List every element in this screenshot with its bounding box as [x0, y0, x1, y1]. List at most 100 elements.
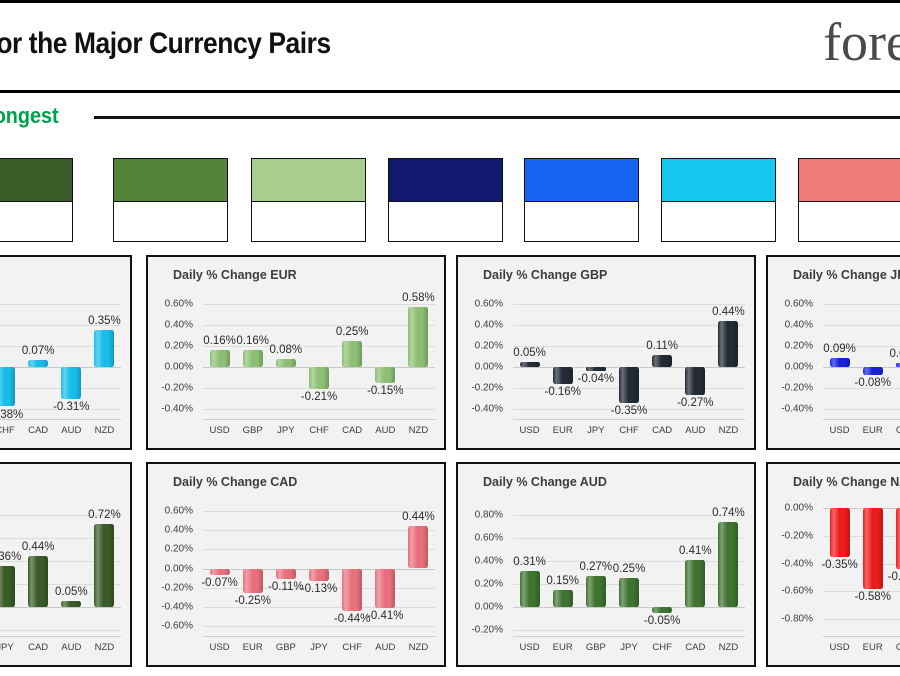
- bar-value-label: 0.27%: [579, 561, 613, 573]
- x-axis-tick-label: CAD: [28, 425, 49, 436]
- chart-gridline: [823, 563, 900, 565]
- chart-gridline: [203, 325, 435, 327]
- y-axis-tick-label: 0.40%: [474, 319, 503, 331]
- chart-bar: [375, 568, 396, 609]
- bar-value-label: 0.44%: [402, 511, 435, 524]
- chart-plot-area: 0.60% 0.40% 0.20% 0.00% -0.20% -0.40% -0.60% -0…: [151, 493, 437, 658]
- chart-bar: [275, 568, 296, 580]
- bar-value-label: 0.36%: [0, 550, 22, 563]
- y-axis-tick-label: 0.40%: [474, 555, 503, 567]
- chart-panel-jpy[interactable]: Daily % Change JPY 0.60% 0.40% 0.20% 0.00% -0…: [766, 255, 900, 450]
- chart-plot-area: 0.80% 0.60% 0.40% 0.20% 0.00% -0.20% 0.31% USD 0…: [461, 493, 747, 658]
- y-axis-tick-label: 0.00%: [474, 361, 503, 373]
- chart-gridline: [513, 408, 745, 410]
- x-axis-tick-label: AUD: [685, 425, 706, 436]
- chart-gridline: [513, 325, 745, 327]
- chart-gridline: [0, 561, 121, 562]
- x-axis-line: [823, 419, 900, 420]
- x-axis-tick-label: USD: [829, 425, 850, 436]
- x-axis-tick-label: JPY: [0, 642, 14, 653]
- chart-panel-gbp[interactable]: Daily % Change GBP 0.60% 0.40% 0.20% 0.00% -0…: [456, 255, 756, 450]
- chart-gridline: [0, 537, 121, 539]
- chart-bar: [862, 366, 883, 376]
- chart-panel-eur[interactable]: Daily % Change EUR 0.60% 0.40% 0.20% 0.00% -0…: [146, 255, 446, 450]
- currency-card-chf[interactable]: [0, 158, 73, 242]
- chart-gridline: [203, 626, 435, 628]
- x-axis-tick-label: JPY: [620, 642, 638, 653]
- chart-gridline: [513, 537, 745, 539]
- bar-value-label: -0.58%: [854, 590, 891, 603]
- x-axis-tick-label: NZD: [718, 425, 739, 436]
- chart-bar: [242, 568, 263, 593]
- chart-panel-body: Daily % Change AUD 0.80% 0.60% 0.40% 0.20% 0.…: [461, 467, 751, 662]
- chart-panel-cad[interactable]: Daily % Change CAD 0.60% 0.40% 0.20% 0.00% -0…: [146, 462, 446, 667]
- brand-logo: fore: [823, 12, 900, 72]
- y-axis-tick-label: 0.20%: [474, 578, 503, 590]
- y-axis-tick-label: -0.60%: [161, 620, 193, 632]
- y-axis-tick-label: 0.20%: [164, 543, 193, 555]
- x-axis-line: [203, 419, 435, 420]
- y-axis-tick-label: 0.00%: [164, 563, 193, 574]
- bar-value-label: 0.25%: [612, 563, 646, 576]
- currency-card-cad[interactable]: [798, 158, 900, 242]
- chart-title: Daily % Change GBP: [483, 268, 608, 282]
- chart-plot-area: 0.60%0.40%0.20%0.00%-0.20%-0.40%-0.16%EU…: [0, 286, 123, 441]
- y-axis-tick-label: -0.80%: [781, 613, 813, 625]
- bar-value-label: -0.13%: [300, 583, 338, 596]
- y-axis-tick-label: 0.20%: [474, 340, 503, 352]
- x-axis-tick-label: EUR: [862, 425, 883, 436]
- y-axis-tick-label: 0.20%: [784, 340, 813, 352]
- bar-value-label: 0.25%: [335, 325, 369, 338]
- chart-gridline: [0, 346, 121, 348]
- chart-gridline: [203, 510, 435, 512]
- chart-bar: [685, 559, 706, 608]
- chart-gridline: [513, 514, 745, 516]
- chart-bar: [0, 366, 15, 407]
- chart-panel-chf[interactable]: Daily % Change CHF0.80%0.60%0.40%0.20%0.…: [0, 462, 132, 667]
- currency-change-value: [120, 202, 222, 241]
- bar-value-label: -0.38%: [0, 408, 24, 421]
- currency-card-aud[interactable]: [113, 158, 228, 242]
- chart-gridline: [823, 346, 900, 348]
- chart-bar: [829, 507, 850, 557]
- bar-value-label: -0.08%: [854, 377, 891, 390]
- chart-panel-aud[interactable]: Daily % Change AUD 0.80% 0.60% 0.40% 0.20% 0.…: [456, 462, 756, 667]
- x-axis-tick-label: USD: [209, 642, 230, 653]
- y-axis-tick-label: 0.60%: [784, 298, 813, 310]
- chart-gridline: [0, 408, 121, 410]
- chart-panel-usd[interactable]: Daily % Change USD0.60%0.40%0.20%0.00%-0…: [0, 255, 132, 450]
- chart-gridline: [823, 408, 900, 410]
- chart-bar: [61, 601, 82, 608]
- currency-card-header: [389, 159, 502, 202]
- chart-bar: [895, 507, 900, 570]
- y-axis-tick-label: 0.00%: [784, 502, 813, 514]
- chart-panel-body: Daily % Change JPY 0.60% 0.40% 0.20% 0.00% -0…: [771, 260, 900, 445]
- currency-card-gbp[interactable]: [388, 158, 503, 242]
- y-axis-tick-label: -0.20%: [471, 624, 503, 636]
- currency-change-value: [668, 202, 770, 241]
- x-axis-tick-label: GBP: [242, 425, 263, 436]
- chart-gridline: [513, 346, 745, 348]
- bar-value-label: 0.16%: [236, 335, 270, 348]
- chart-bar: [619, 578, 639, 608]
- chart-bar: [519, 571, 540, 608]
- chart-gridline: [0, 325, 121, 327]
- chart-panel-body: Daily % Change GBP 0.60% 0.40% 0.20% 0.00% -0…: [461, 260, 751, 445]
- bar-value-label: -0.35%: [821, 558, 858, 571]
- chart-gridline: [0, 304, 121, 306]
- bar-value-label: 0.44%: [712, 306, 745, 319]
- currency-card-eur[interactable]: [251, 158, 366, 242]
- currency-card-jpy[interactable]: [524, 158, 639, 242]
- y-axis-tick-label: 0.60%: [474, 532, 503, 544]
- bar-value-label: 0.16%: [203, 335, 236, 348]
- x-axis-tick-label: EUR: [242, 642, 263, 653]
- chart-panel-nzd[interactable]: Daily % Change NZD 0.00% -0.20% -0.40% -0.60…: [766, 462, 900, 667]
- y-axis-tick-label: -0.20%: [471, 382, 503, 394]
- bar-value-label: 0.74%: [712, 506, 745, 519]
- x-axis-tick-label: NZD: [94, 425, 115, 436]
- x-axis-line: [513, 419, 745, 420]
- currency-card-header: [662, 159, 775, 202]
- x-axis-tick-label: CHF: [652, 642, 672, 653]
- chart-bar: [375, 366, 396, 383]
- currency-card-usd[interactable]: [661, 158, 776, 242]
